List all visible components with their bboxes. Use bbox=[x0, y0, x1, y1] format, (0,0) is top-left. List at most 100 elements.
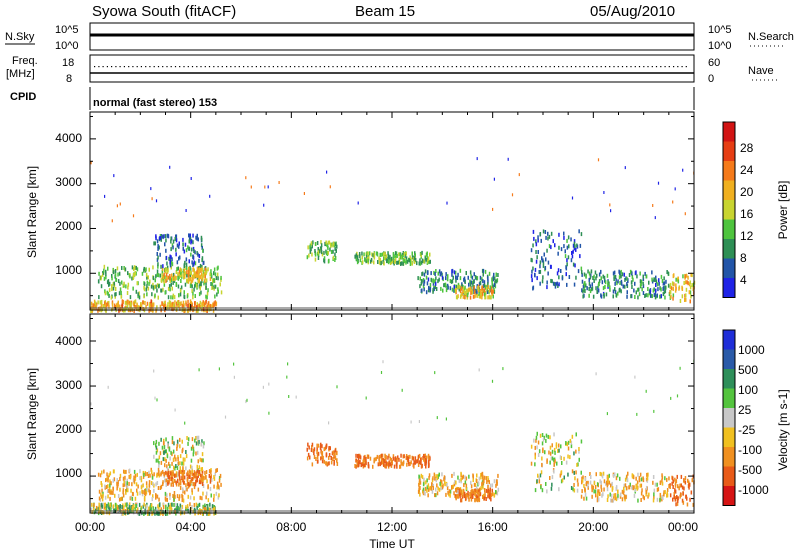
scatter-cell bbox=[181, 510, 183, 515]
nave-point bbox=[260, 66, 262, 68]
scatter-cell bbox=[184, 421, 186, 425]
scatter-cell bbox=[105, 309, 107, 313]
scatter-cell bbox=[468, 474, 470, 479]
scatter-cell bbox=[153, 369, 155, 373]
scatter-cell bbox=[162, 509, 164, 514]
scatter-cell bbox=[321, 252, 324, 257]
scatter-cell bbox=[608, 480, 611, 485]
scatter-cell bbox=[601, 280, 604, 285]
scatter-cell bbox=[100, 503, 102, 508]
scatter-cell bbox=[446, 201, 448, 205]
nave-point bbox=[319, 66, 321, 68]
scatter-cell bbox=[661, 497, 663, 502]
scatter-cell bbox=[355, 453, 357, 458]
scatter-cell bbox=[646, 472, 648, 477]
scatter-cell bbox=[577, 482, 579, 487]
nave-point bbox=[340, 66, 343, 68]
scatter-cell bbox=[159, 486, 162, 490]
scatter-cell bbox=[428, 285, 430, 290]
scatter-cell bbox=[116, 204, 118, 208]
scatter-cell bbox=[176, 267, 178, 272]
scatter-cell bbox=[169, 464, 171, 469]
scatter-cell bbox=[157, 504, 159, 509]
scatter-cell bbox=[122, 488, 125, 493]
scatter-cell bbox=[120, 497, 122, 502]
scatter-cell bbox=[644, 294, 646, 298]
scatter-cell bbox=[191, 490, 193, 495]
scatter-cell bbox=[614, 289, 617, 294]
scatter-cell bbox=[150, 467, 152, 472]
scatter-cell bbox=[194, 438, 196, 443]
scatter-cell bbox=[182, 472, 185, 477]
scatter-cell bbox=[143, 285, 145, 290]
scatter-cell bbox=[169, 471, 172, 476]
scatter-cell bbox=[560, 456, 562, 461]
scatter-cell bbox=[387, 251, 389, 256]
scatter-cell bbox=[156, 481, 159, 485]
nsky-label: N.Sky bbox=[5, 31, 35, 43]
scatter-cell bbox=[437, 486, 439, 491]
scatter-cell bbox=[534, 445, 536, 450]
scatter-cell bbox=[122, 299, 124, 304]
scatter-cell bbox=[212, 278, 214, 283]
scatter-cell bbox=[104, 301, 106, 306]
scatter-cell bbox=[262, 385, 264, 389]
scatter-cell bbox=[196, 233, 198, 238]
scatter-cell bbox=[440, 286, 442, 291]
scatter-cell bbox=[191, 284, 193, 289]
scatter-cell bbox=[422, 491, 425, 496]
scatter-cell bbox=[557, 268, 560, 273]
scatter-cell bbox=[111, 284, 113, 289]
scatter-cell bbox=[403, 454, 405, 459]
scatter-cell bbox=[185, 248, 188, 253]
scatter-cell bbox=[205, 294, 207, 299]
scatter-cell bbox=[600, 269, 602, 274]
scatter-cell bbox=[100, 510, 102, 515]
scatter-cell bbox=[107, 510, 110, 515]
scatter-cell bbox=[192, 475, 195, 480]
scatter-cell bbox=[174, 466, 176, 471]
scatter-cell bbox=[548, 244, 551, 249]
scatter-cell bbox=[141, 271, 144, 276]
scatter-cell bbox=[551, 456, 554, 461]
scatter-cell bbox=[428, 475, 430, 480]
scatter-cell bbox=[113, 174, 115, 178]
scatter-cell bbox=[133, 273, 136, 277]
scatter-cell bbox=[127, 507, 129, 512]
scatter-cell bbox=[639, 271, 641, 276]
scatter-cell bbox=[191, 437, 194, 442]
scatter-cell bbox=[317, 247, 319, 251]
scatter-cell bbox=[321, 451, 324, 456]
scatter-cell bbox=[192, 452, 195, 457]
scatter-cell bbox=[127, 282, 130, 287]
power-axis-ticks bbox=[89, 112, 695, 310]
scatter-cell bbox=[146, 280, 149, 285]
scatter-cell bbox=[596, 498, 599, 503]
scatter-cell bbox=[563, 231, 565, 236]
scatter-cell bbox=[126, 291, 129, 295]
scatter-cell bbox=[419, 480, 422, 485]
scatter-cell bbox=[188, 304, 190, 309]
scatter-cell bbox=[356, 260, 359, 265]
station-title: Syowa South (fitACF) bbox=[92, 3, 236, 20]
scatter-cell bbox=[175, 252, 177, 257]
scatter-cell bbox=[615, 497, 618, 502]
scatter-cell bbox=[150, 507, 152, 512]
scatter-cell bbox=[412, 456, 414, 461]
scatter-cell bbox=[160, 264, 162, 269]
scatter-cell bbox=[604, 278, 606, 283]
scatter-cell bbox=[156, 473, 158, 478]
scatter-cell bbox=[591, 488, 593, 493]
scatter-cell bbox=[198, 267, 200, 272]
scatter-cell bbox=[148, 267, 150, 272]
nave-point bbox=[166, 66, 168, 68]
scatter-cell bbox=[690, 272, 692, 277]
scatter-cell bbox=[213, 475, 215, 480]
scatter-cell bbox=[178, 241, 180, 246]
scatter-cell bbox=[116, 484, 118, 489]
scatter-cell bbox=[384, 464, 386, 469]
scatter-cell bbox=[664, 289, 667, 294]
scatter-cell bbox=[677, 499, 679, 503]
scatter-cell bbox=[140, 475, 142, 480]
scatter-cell bbox=[634, 281, 636, 286]
